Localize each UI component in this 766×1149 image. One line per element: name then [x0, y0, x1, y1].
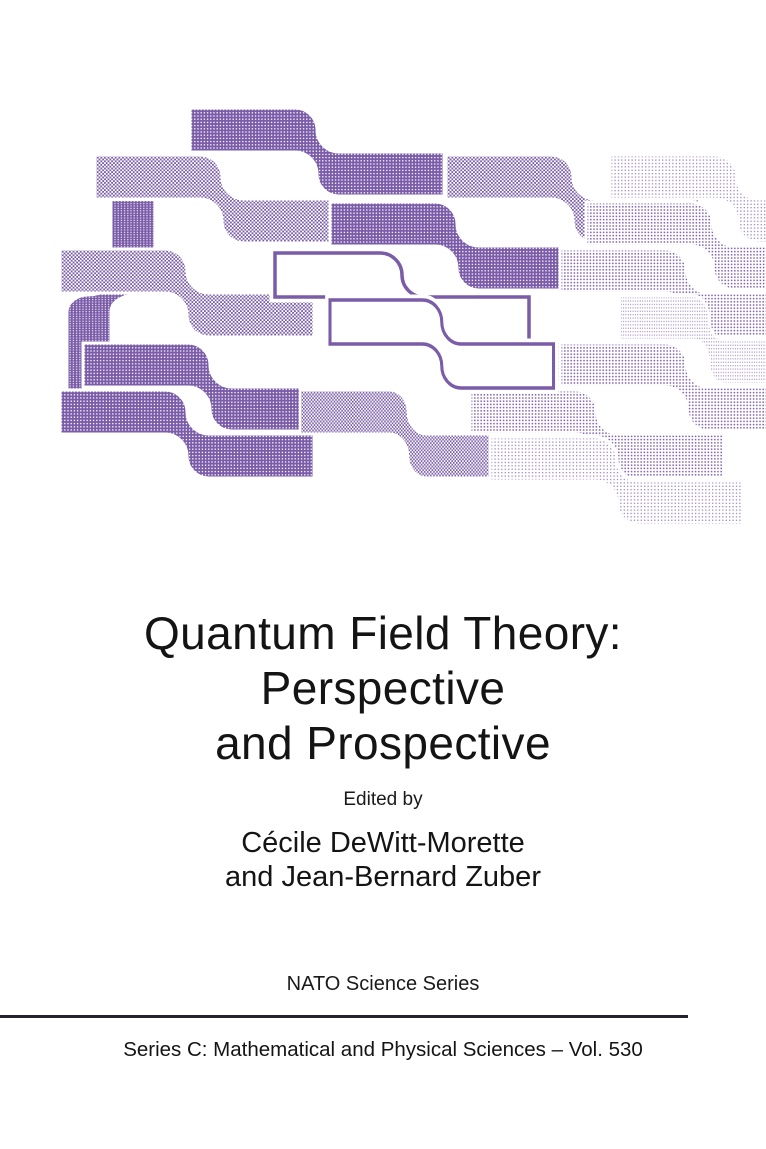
editor-line-2: and Jean-Bernard Zuber: [225, 861, 541, 893]
series-info: Series C: Mathematical and Physical Scie…: [123, 1038, 643, 1061]
book-title: Quantum Field Theory: Perspective and Pr…: [0, 606, 766, 771]
edited-by-label: Edited by: [343, 789, 423, 810]
editor-names: Cécile DeWitt-Morette and Jean-Bernard Z…: [0, 826, 766, 894]
title-line-3: and Prospective: [215, 717, 551, 769]
title-line-2: Perspective: [260, 662, 506, 714]
horizontal-rule: [0, 1015, 688, 1018]
cover-art-tessellation: [58, 106, 766, 527]
series-name: NATO Science Series: [286, 973, 480, 995]
title-line-1: Quantum Field Theory:: [144, 607, 622, 659]
editor-line-1: Cécile DeWitt-Morette: [241, 827, 525, 859]
